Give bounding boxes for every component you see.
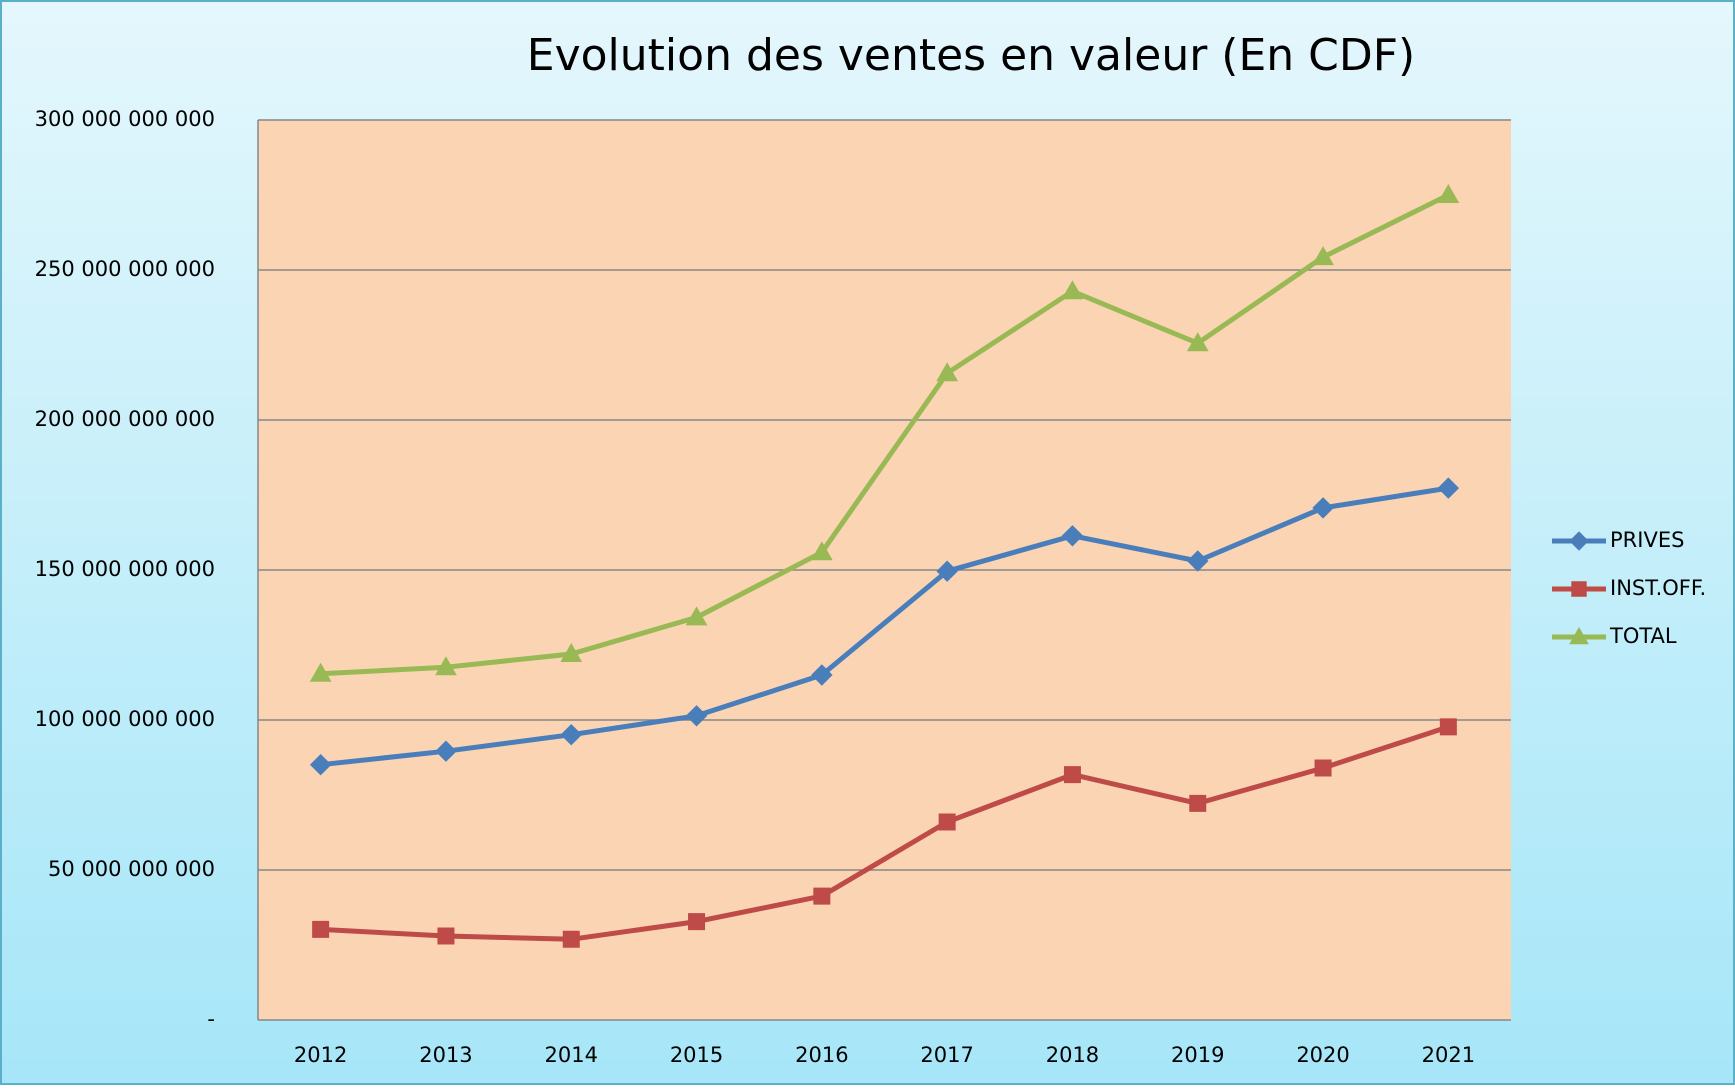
y-tick-label: 200 000 000 000	[35, 407, 215, 431]
marker	[1437, 183, 1460, 203]
marker	[810, 541, 833, 561]
x-tick-label: 2018	[1046, 1043, 1099, 1067]
series-line	[320, 192, 1450, 677]
marker	[560, 642, 583, 662]
marker	[1439, 718, 1457, 736]
marker	[936, 362, 959, 382]
marker	[435, 656, 457, 676]
marker	[309, 753, 332, 776]
marker	[1187, 550, 1209, 572]
marker	[813, 887, 831, 905]
marker	[811, 664, 833, 686]
y-tick-label: -	[207, 1007, 215, 1031]
x-tick-label: 2016	[795, 1043, 848, 1067]
legend-marker	[1571, 581, 1587, 597]
marker	[685, 705, 708, 727]
series-line	[320, 485, 1449, 768]
marker	[312, 920, 330, 938]
marker	[1061, 525, 1084, 547]
marker	[938, 813, 956, 831]
marker	[1189, 794, 1207, 812]
marker	[1063, 766, 1081, 784]
y-tick-label: 150 000 000 000	[35, 557, 215, 581]
y-tick-label: 100 000 000 000	[35, 707, 215, 731]
marker	[688, 913, 706, 931]
marker	[1314, 759, 1332, 777]
marker	[1312, 497, 1334, 519]
marker	[1061, 280, 1084, 300]
x-tick-label: 2014	[545, 1043, 598, 1067]
marker	[435, 740, 457, 762]
marker	[560, 723, 582, 746]
x-tick-label: 2013	[419, 1043, 472, 1067]
marker	[1437, 477, 1460, 499]
marker	[1312, 246, 1334, 266]
legend-marker	[1569, 531, 1589, 551]
x-tick-label: 2012	[294, 1043, 347, 1067]
marker	[685, 606, 708, 626]
x-tick-label: 2021	[1422, 1043, 1475, 1067]
series-line	[320, 724, 1450, 942]
marker	[936, 560, 958, 582]
legend-label: PRIVES	[1610, 528, 1684, 552]
legend-label: INST.OFF.	[1610, 576, 1706, 600]
y-tick-label: 300 000 000 000	[35, 107, 215, 131]
y-tick-label: 250 000 000 000	[35, 257, 215, 281]
marker	[309, 662, 332, 682]
legend-label: TOTAL	[1609, 624, 1677, 648]
marker	[437, 927, 455, 945]
legend-marker	[1569, 626, 1589, 645]
marker	[1186, 332, 1209, 352]
y-tick-label: 50 000 000 000	[48, 857, 215, 881]
x-tick-label: 2017	[920, 1043, 973, 1067]
x-tick-label: 2019	[1171, 1043, 1224, 1067]
x-tick-label: 2020	[1296, 1043, 1349, 1067]
marker	[562, 930, 580, 948]
chart-title: Evolution des ventes en valeur (En CDF)	[527, 30, 1415, 81]
x-tick-label: 2015	[670, 1043, 723, 1067]
